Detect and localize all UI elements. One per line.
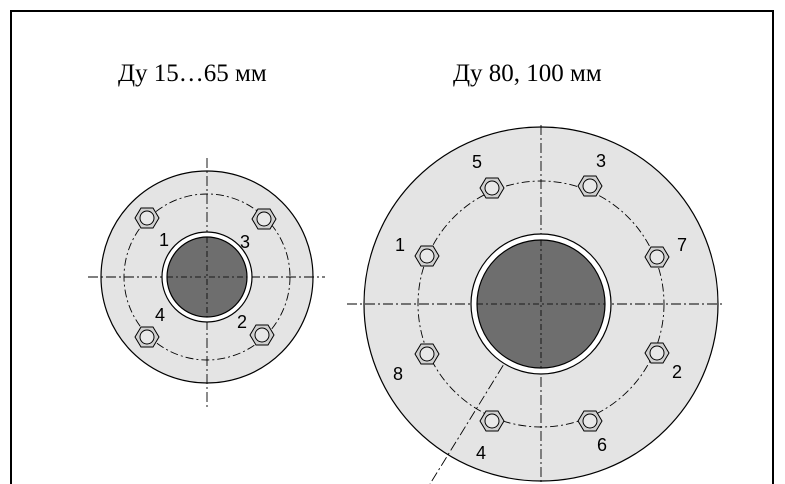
large-bolt-1 [414, 245, 440, 267]
small-bolt-label-3: 3 [240, 232, 250, 252]
small-bolt-2 [249, 324, 275, 346]
small-bolt-3 [251, 208, 277, 230]
diagram-frame [10, 10, 774, 484]
large-bolt-4 [479, 410, 505, 432]
large-bolt-2 [644, 342, 670, 364]
small-bolt-label-2: 2 [237, 312, 247, 332]
large-bolt-label-8: 8 [393, 364, 403, 384]
small-bolt-label-1: 1 [159, 230, 169, 250]
large-bolt-6 [577, 410, 603, 432]
large-bolt-7 [644, 246, 670, 268]
large-flange-title: Ду 80, 100 мм [453, 60, 602, 87]
small-bore [166, 236, 248, 318]
small-bolt-4 [134, 326, 160, 348]
large-bolt-5 [479, 177, 505, 199]
large-bolt-8 [414, 343, 440, 365]
large-bolt-label-3: 3 [596, 151, 606, 171]
large-diagonal-axis [429, 303, 542, 484]
small-flange: 1 2 3 4 [88, 158, 325, 410]
large-bolt-label-1: 1 [395, 235, 405, 255]
large-bolt-label-5: 5 [472, 152, 482, 172]
large-bolt-label-7: 7 [677, 235, 687, 255]
large-bolt-3 [577, 175, 603, 197]
large-flange: 1 2 3 4 5 6 7 8 [347, 125, 722, 484]
small-flange-title: Ду 15…65 мм [118, 60, 267, 87]
small-bolt-label-4: 4 [155, 305, 165, 325]
large-bolt-label-6: 6 [597, 435, 607, 455]
small-bolt-1 [134, 207, 160, 229]
large-bolt-label-4: 4 [476, 443, 486, 463]
large-bolt-label-2: 2 [672, 362, 682, 382]
